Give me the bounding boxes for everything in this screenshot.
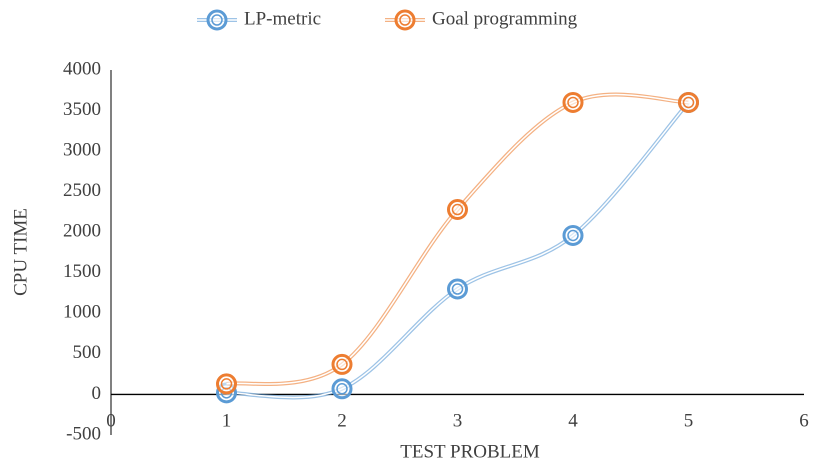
- y-axis-title: CPU TIME: [10, 208, 31, 296]
- marker-ring: [336, 383, 348, 395]
- marker-ring: [562, 91, 584, 113]
- marker-ring: [567, 229, 579, 242]
- marker-ring: [211, 14, 223, 26]
- x-tick-label: 2: [337, 410, 347, 431]
- marker-ring: [678, 91, 699, 113]
- marker-ring: [682, 96, 695, 109]
- series-line: [226, 101, 691, 400]
- data-point: [216, 373, 237, 395]
- data-point: [331, 378, 353, 400]
- x-tick-label: 3: [453, 410, 463, 431]
- marker-ring: [447, 199, 468, 221]
- marker-ring: [451, 203, 464, 216]
- legend-label: Goal programming: [432, 8, 578, 29]
- data-point: [331, 353, 353, 375]
- y-tick-label: 3000: [63, 139, 101, 160]
- marker-ring: [562, 224, 584, 246]
- marker-ring: [336, 358, 348, 371]
- marker-ring: [206, 9, 228, 31]
- series-line-core: [226, 93, 689, 385]
- y-tick-label: 1500: [63, 261, 101, 282]
- marker-ring: [220, 378, 233, 390]
- data-point: [447, 199, 468, 221]
- series-line: [226, 92, 689, 387]
- x-tick-label: 5: [684, 410, 694, 431]
- series-line-core: [226, 101, 690, 399]
- y-tick-label: -500: [66, 423, 101, 444]
- marker-ring: [567, 96, 579, 109]
- y-tick-label: 3500: [63, 99, 101, 120]
- legend-label: LP-metric: [244, 8, 321, 29]
- data-point: [447, 278, 468, 300]
- marker-ring: [447, 278, 468, 300]
- marker-ring: [451, 283, 464, 295]
- y-tick-label: 4000: [63, 58, 101, 79]
- marker-ring: [331, 378, 353, 400]
- y-tick-label: 500: [73, 342, 102, 363]
- data-point: [562, 91, 584, 113]
- y-tick-label: 2500: [63, 180, 101, 201]
- x-axis-title: TEST PROBLEM: [400, 441, 540, 462]
- y-tick-label: 0: [92, 383, 102, 404]
- marker-ring: [399, 14, 411, 26]
- y-tick-label: 2000: [63, 221, 101, 242]
- marker-ring: [331, 353, 353, 375]
- legend-marker: [206, 9, 228, 31]
- marker-ring: [394, 9, 416, 31]
- x-tick-label: 0: [106, 410, 116, 431]
- data-point: [562, 224, 584, 246]
- x-tick-label: 4: [568, 410, 578, 431]
- legend-marker: [394, 9, 416, 31]
- data-point: [678, 91, 699, 113]
- y-tick-label: 1000: [63, 302, 101, 323]
- x-tick-label: 1: [222, 410, 232, 431]
- x-tick-label: 6: [799, 410, 809, 431]
- marker-ring: [216, 373, 237, 395]
